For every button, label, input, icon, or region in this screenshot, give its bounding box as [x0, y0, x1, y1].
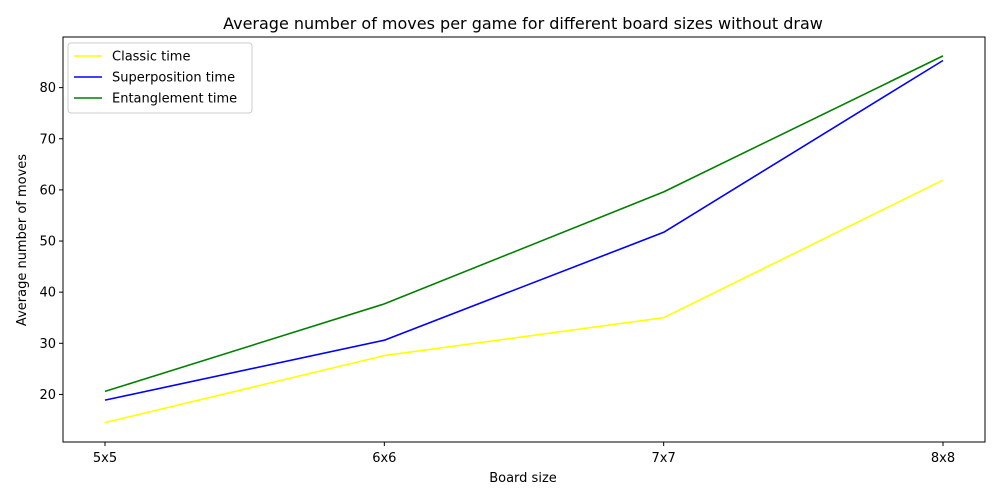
series-lines: [104, 55, 944, 424]
y-tick-label: 50: [39, 235, 56, 250]
legend-label-entanglement-time: Entanglement time: [112, 92, 237, 107]
y-tick-label: 40: [39, 286, 56, 301]
y-tick-label: 20: [39, 388, 56, 403]
y-tick-label: 80: [39, 81, 56, 96]
y-tick-label: 60: [39, 183, 56, 198]
y-axis-ticks: 20 30 40 50 60 70 80: [39, 81, 63, 403]
series-line-superposition-time: [104, 59, 944, 401]
legend-box: [67, 42, 253, 114]
plot-area-frame: [62, 36, 986, 443]
legend-label-classic-time: Classic time: [112, 50, 190, 65]
y-tick-label: 70: [39, 132, 56, 147]
y-axis-label: Average number of moves: [15, 154, 30, 326]
x-tick-label: 8x8: [931, 451, 955, 466]
x-tick-label: 5x5: [93, 451, 117, 466]
x-tick-label: 6x6: [372, 451, 396, 466]
x-axis-ticks: 5x5 6x6 7x7 8x8: [93, 442, 955, 466]
x-tick-label: 7x7: [652, 451, 676, 466]
legend-label-superposition-time: Superposition time: [112, 71, 235, 86]
x-axis-label: Board size: [489, 471, 557, 486]
series-line-classic-time: [104, 179, 944, 424]
legend: Classic time Superposition time Entangleme…: [67, 42, 253, 114]
chart-title: Average number of moves per game for dif…: [223, 14, 823, 33]
y-tick-label: 30: [39, 337, 56, 352]
series-line-entanglement-time: [104, 55, 944, 393]
